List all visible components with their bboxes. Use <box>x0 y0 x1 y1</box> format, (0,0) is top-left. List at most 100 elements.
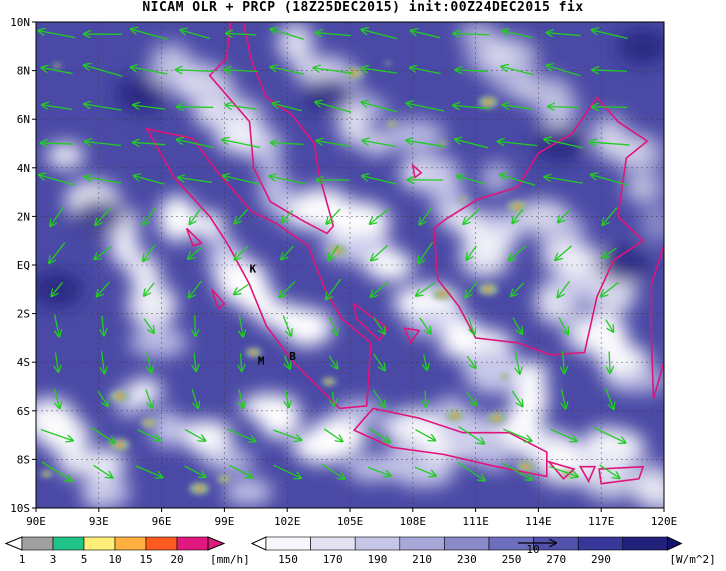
wind-vector <box>94 245 113 259</box>
olr-legend-label: 230 <box>457 553 477 566</box>
wind-vector <box>420 207 432 225</box>
wind-vector <box>373 353 385 370</box>
wind-vector <box>133 142 166 144</box>
wind-vector <box>144 282 155 296</box>
wind-vector <box>282 315 291 336</box>
wind-vector <box>463 208 480 224</box>
precip-legend-label: 5 <box>81 553 88 566</box>
wind-vector <box>547 65 581 77</box>
wind-vector <box>453 34 490 35</box>
wind-vector <box>362 102 398 113</box>
wind-vector <box>273 103 302 112</box>
wind-vector <box>373 317 385 334</box>
wind-vector <box>370 208 390 224</box>
wind-vector <box>271 143 304 145</box>
wind-vector <box>544 139 583 149</box>
wind-vector <box>178 177 213 184</box>
wind-vector <box>406 140 445 148</box>
wind-vector <box>51 282 64 296</box>
wind-vector <box>133 105 166 109</box>
wind-vector <box>466 355 475 368</box>
wind-vector <box>373 389 386 407</box>
wind-vector <box>511 282 525 297</box>
olr-color-swatch <box>444 536 490 551</box>
wind-vector <box>548 465 578 476</box>
wind-vector <box>49 242 66 263</box>
wind-vector <box>371 244 389 260</box>
wind-vector <box>316 141 351 147</box>
wind-vector <box>361 30 398 40</box>
lat-tick-label: 6N <box>17 113 30 126</box>
precip-color-swatch <box>114 536 147 551</box>
wind-vector <box>601 281 619 296</box>
wind-vector <box>411 31 441 39</box>
lat-tick-label: 10N <box>10 16 30 29</box>
reference-vector-label: 10 <box>526 543 539 556</box>
wind-vector <box>286 389 289 407</box>
wind-vector <box>85 142 122 146</box>
wind-vector <box>558 209 570 222</box>
wind-vector <box>316 33 351 36</box>
wind-vector <box>592 70 627 71</box>
wind-vector <box>363 140 397 148</box>
wind-vector <box>135 465 163 477</box>
wind-vector <box>189 280 202 298</box>
wind-vector <box>558 316 568 334</box>
wind-vector <box>281 245 294 259</box>
wind-vector <box>235 208 249 223</box>
wind-vector <box>333 391 334 406</box>
wind-vector <box>143 318 154 333</box>
wind-vector <box>328 316 338 335</box>
wind-vector <box>40 428 73 441</box>
wind-vectors <box>38 29 630 481</box>
lat-tick-label: 4S <box>17 356 30 369</box>
wind-vector <box>415 429 436 441</box>
wind-vector <box>498 141 538 147</box>
wind-vector <box>235 245 249 260</box>
wind-vector <box>603 247 617 257</box>
plot-area <box>36 22 664 508</box>
place-label: M <box>258 355 265 368</box>
wind-vector <box>590 142 630 145</box>
olr-color-swatch <box>399 536 445 551</box>
lon-tick-label: 114E <box>525 515 552 528</box>
wind-vector <box>323 428 342 442</box>
wind-vector <box>599 464 620 478</box>
wind-vector <box>226 105 257 109</box>
wind-vector <box>143 207 156 224</box>
wind-vector <box>549 428 577 441</box>
wind-vector <box>544 177 583 184</box>
lon-tick-label: 102E <box>274 515 301 528</box>
wind-vector <box>410 68 441 75</box>
lon-tick-label: 90E <box>26 515 46 528</box>
wind-vector <box>328 355 337 369</box>
wind-vector <box>605 319 613 332</box>
wind-vector <box>561 388 565 409</box>
wind-vector <box>466 245 477 260</box>
wind-vector <box>224 70 258 72</box>
wind-vector <box>326 278 342 299</box>
precip-colorbar: 1 3 5 10 15 20 [mm/h] <box>4 536 250 566</box>
wind-vector <box>511 390 522 406</box>
lon-tick-label: 105E <box>337 515 364 528</box>
wind-vector <box>368 427 390 442</box>
wind-vector <box>270 176 306 185</box>
olr-color-swatch <box>354 536 401 551</box>
wind-vector <box>55 352 58 372</box>
wind-vector <box>90 426 115 443</box>
precip-color-swatch <box>83 536 116 551</box>
wind-vector <box>190 208 202 225</box>
olr-color-swatch <box>577 536 624 551</box>
wind-vector <box>41 461 72 481</box>
wind-vector <box>602 207 618 225</box>
wind-vector <box>512 317 522 334</box>
olr-legend-label: 270 <box>546 553 566 566</box>
olr-color-swatch <box>622 536 668 551</box>
precip-unit: [mm/h] <box>210 553 250 566</box>
wind-vector <box>102 316 104 335</box>
wind-vector <box>604 387 614 409</box>
wind-vector <box>548 106 579 107</box>
wind-vector <box>458 426 485 444</box>
wind-vector <box>137 429 161 440</box>
wind-vector <box>456 70 488 72</box>
